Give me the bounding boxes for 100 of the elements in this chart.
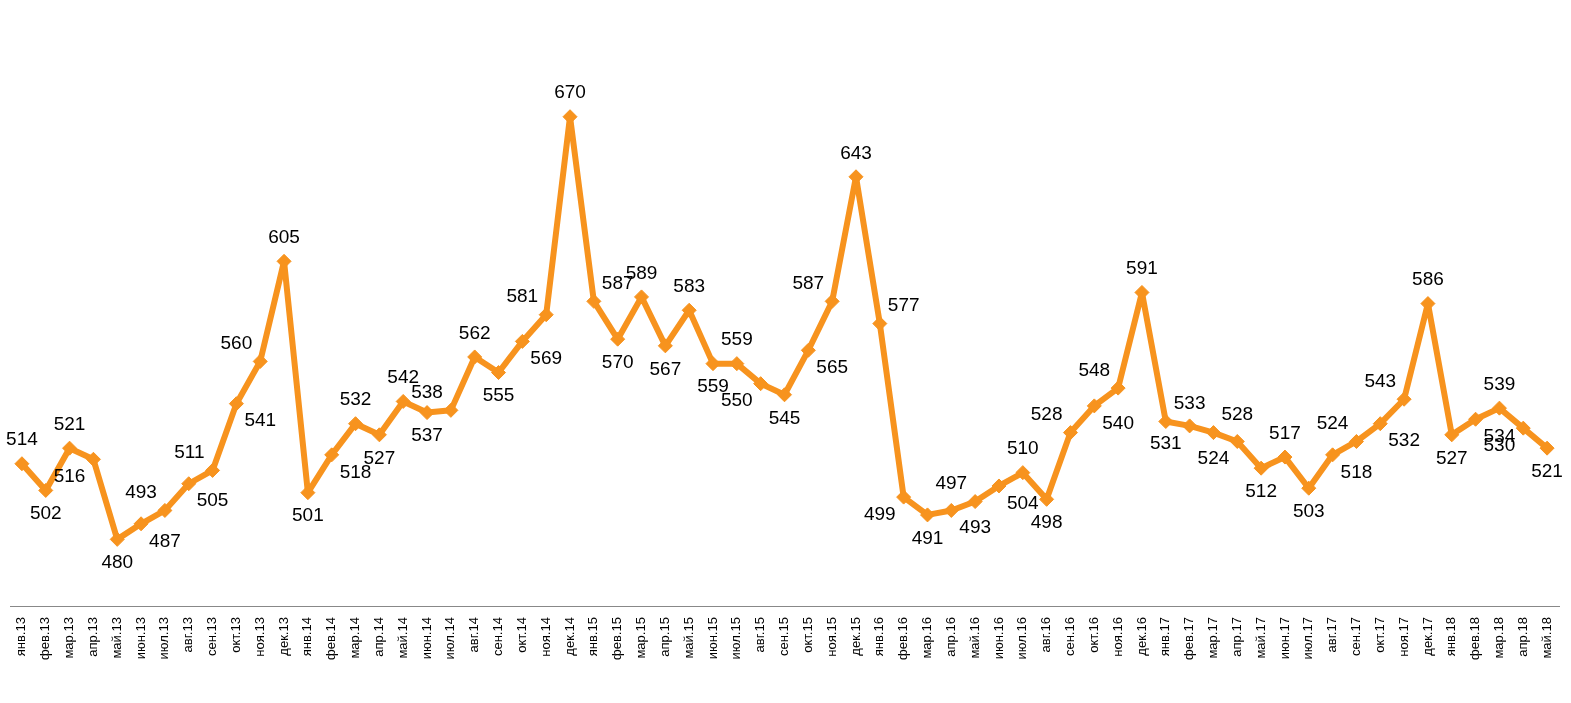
data-label: 643 xyxy=(840,141,872,163)
data-label: 560 xyxy=(220,332,253,354)
data-label: 555 xyxy=(482,384,515,406)
data-label: 533 xyxy=(1173,392,1206,414)
x-tick-label: июн.15 xyxy=(704,617,720,660)
data-label: 577 xyxy=(887,294,920,316)
data-label: 503 xyxy=(1292,499,1325,521)
data-label: 537 xyxy=(411,424,443,446)
data-label: 587 xyxy=(792,272,825,294)
data-label: 586 xyxy=(1412,268,1444,290)
data-label: 491 xyxy=(911,526,944,548)
x-tick-label: фев.16 xyxy=(895,617,911,660)
data-label: 517 xyxy=(1269,421,1301,443)
x-tick-label: ноя.14 xyxy=(537,617,553,657)
x-tick-label: апр.17 xyxy=(1228,617,1244,657)
data-label: 562 xyxy=(458,321,491,343)
x-tick-label: мар.13 xyxy=(61,617,77,659)
x-tick-label: ноя.13 xyxy=(251,617,267,657)
data-label: 548 xyxy=(1078,358,1111,380)
x-tick-label: окт.13 xyxy=(227,617,243,653)
x-tick-label: мар.15 xyxy=(633,617,649,659)
data-label: 524 xyxy=(1316,412,1349,434)
x-tick-label: июл.15 xyxy=(728,617,744,660)
x-tick-label: янв.13 xyxy=(13,617,29,657)
x-tick-label: фев.14 xyxy=(323,617,339,660)
data-label: 521 xyxy=(53,412,86,434)
x-tick-label: май.13 xyxy=(108,617,124,659)
x-tick-label: авг.15 xyxy=(752,617,768,653)
x-tick-label: янв.16 xyxy=(871,617,887,657)
x-tick-label: ноя.16 xyxy=(1109,617,1125,657)
x-tick-label: апр.16 xyxy=(942,617,958,657)
data-label: 581 xyxy=(506,285,539,307)
x-tick-label: дек.16 xyxy=(1133,617,1149,656)
x-tick-label: сен.17 xyxy=(1348,617,1364,657)
x-tick-label: авг.17 xyxy=(1324,617,1340,653)
x-tick-label: авг.16 xyxy=(1038,617,1054,653)
x-tick-label: янв.15 xyxy=(585,617,601,657)
data-label: 497 xyxy=(935,472,968,494)
data-label: 521 xyxy=(1531,459,1563,481)
x-tick-label: июн.13 xyxy=(132,617,148,660)
x-tick-label: сен.14 xyxy=(490,617,506,657)
x-tick-label: фев.15 xyxy=(609,617,625,660)
data-label: 541 xyxy=(244,409,277,431)
x-tick-label: фев.13 xyxy=(37,617,53,660)
x-tick-label: июл.16 xyxy=(1014,617,1030,660)
data-label: 505 xyxy=(196,489,229,511)
x-tick-label: окт.16 xyxy=(1085,617,1101,653)
x-tick-label: май.18 xyxy=(1538,617,1554,659)
data-label: 510 xyxy=(1006,437,1039,459)
data-label: 499 xyxy=(863,502,896,524)
data-label: 527 xyxy=(1435,446,1468,468)
x-tick-label: окт.17 xyxy=(1371,617,1387,653)
x-tick-label: июл.13 xyxy=(156,617,172,660)
x-tick-label: окт.14 xyxy=(513,617,529,653)
data-label: 591 xyxy=(1126,257,1158,279)
x-tick-label: авг.13 xyxy=(180,617,196,653)
data-label: 524 xyxy=(1197,447,1230,469)
x-tick-label: янв.18 xyxy=(1443,617,1459,657)
x-tick-label: май.15 xyxy=(680,617,696,659)
x-tick-label: май.16 xyxy=(966,617,982,659)
x-tick-label: фев.18 xyxy=(1467,617,1483,660)
x-tick-label: дек.14 xyxy=(561,617,577,656)
data-label: 528 xyxy=(1030,403,1063,425)
x-tick-label: ноя.17 xyxy=(1395,617,1411,657)
x-tick-label: сен.16 xyxy=(1062,617,1078,657)
data-label: 528 xyxy=(1221,403,1254,425)
x-tick-label: июл.14 xyxy=(442,617,458,660)
data-label: 569 xyxy=(530,347,563,369)
x-tick-label: сен.13 xyxy=(204,617,220,657)
x-tick-label: дек.17 xyxy=(1419,617,1435,656)
x-tick-label: мар.18 xyxy=(1491,617,1506,659)
x-tick-label: апр.13 xyxy=(84,617,100,657)
data-label: 540 xyxy=(1102,411,1134,433)
data-label: 570 xyxy=(601,350,634,372)
data-label: 532 xyxy=(339,388,372,410)
data-label: 532 xyxy=(1388,429,1420,451)
data-label: 543 xyxy=(1364,369,1397,391)
x-tick-label: ноя.15 xyxy=(823,617,839,657)
x-tick-label: фев.17 xyxy=(1181,617,1197,660)
x-tick-label: апр.18 xyxy=(1514,617,1530,657)
data-label: 511 xyxy=(174,441,205,463)
data-label: 504 xyxy=(1006,491,1040,513)
x-tick-label: июн.14 xyxy=(418,617,434,660)
data-label: 565 xyxy=(816,356,849,378)
data-label: 502 xyxy=(29,502,62,524)
data-label: 531 xyxy=(1149,431,1182,453)
data-label: 539 xyxy=(1483,372,1516,394)
x-tick-label: мар.17 xyxy=(1205,617,1221,659)
x-tick-label: сен.15 xyxy=(776,617,792,657)
data-label: 545 xyxy=(768,406,801,428)
x-tick-label: окт.15 xyxy=(799,617,815,653)
x-tick-label: июл.17 xyxy=(1300,617,1316,660)
data-label: 583 xyxy=(673,274,706,296)
x-tick-label: май.17 xyxy=(1252,617,1268,659)
data-label: 498 xyxy=(1030,511,1063,533)
data-label: 514 xyxy=(6,428,39,450)
data-label: 487 xyxy=(149,529,181,551)
x-tick-label: май.14 xyxy=(394,617,410,659)
x-tick-label: дек.13 xyxy=(275,617,291,656)
x-tick-label: янв.17 xyxy=(1157,617,1173,657)
